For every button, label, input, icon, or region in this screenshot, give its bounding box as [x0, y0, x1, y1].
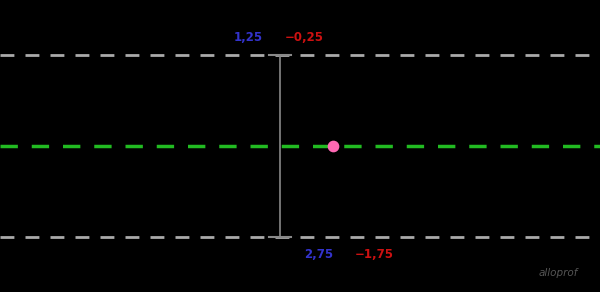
Text: 1,25: 1,25 [233, 32, 263, 44]
Text: −0,25: −0,25 [285, 32, 324, 44]
Text: alloprof: alloprof [538, 268, 578, 278]
Text: −1,75: −1,75 [355, 248, 394, 260]
Point [328, 144, 338, 148]
Text: 2,75: 2,75 [304, 248, 333, 260]
